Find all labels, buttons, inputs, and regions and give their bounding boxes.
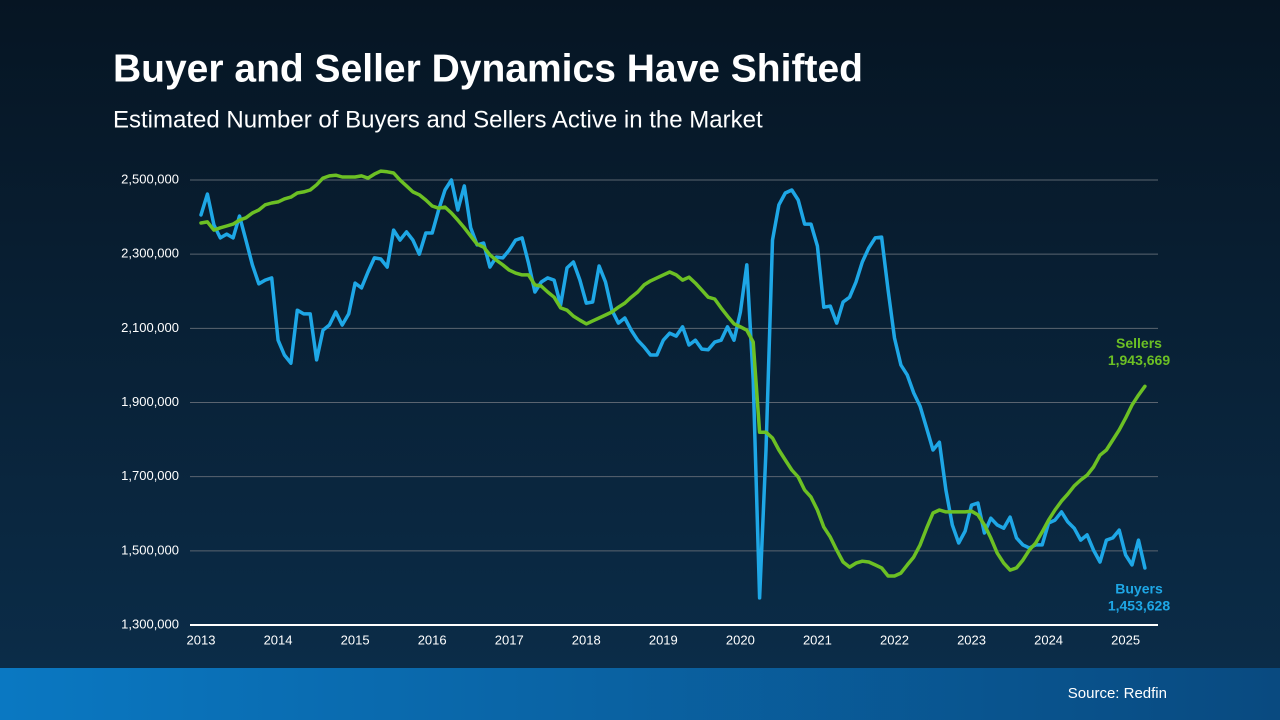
x-tick-label: 2018 xyxy=(572,632,601,647)
series-line xyxy=(199,169,1147,578)
x-tick-label: 2025 xyxy=(1111,632,1140,647)
source-note: Source: Redfin xyxy=(1068,685,1167,702)
y-tick-label: 2,100,000 xyxy=(121,320,179,335)
x-tick-label: 2014 xyxy=(264,632,293,647)
x-tick-label: 2013 xyxy=(187,632,216,647)
end-value-label: 1,943,669 xyxy=(1108,352,1170,368)
y-tick-label: 1,700,000 xyxy=(121,468,179,483)
x-tick-label: 2019 xyxy=(649,632,678,647)
footer-bar xyxy=(0,668,1280,720)
series-label: Buyers xyxy=(1115,581,1163,597)
y-tick-label: 1,900,000 xyxy=(121,394,179,409)
y-tick-label: 1,500,000 xyxy=(121,542,179,557)
plot-area: 1,300,000 1,500,000 1,700,000 1,900,000 2,10… xyxy=(121,169,1170,647)
x-tick-label: 2020 xyxy=(726,632,755,647)
chart-subtitle: Estimated Number of Buyers and Sellers A… xyxy=(113,106,763,133)
x-tick-label: 2021 xyxy=(803,632,832,647)
x-tick-label: 2015 xyxy=(341,632,370,647)
x-tick-label: 2017 xyxy=(495,632,524,647)
series-label: Sellers xyxy=(1116,335,1162,351)
x-tick-label: 2022 xyxy=(880,632,909,647)
x-tick-label: 2023 xyxy=(957,632,986,647)
y-tick-label: 2,300,000 xyxy=(121,246,179,261)
x-tick-label: 2016 xyxy=(418,632,447,647)
x-tick-label: 2024 xyxy=(1034,632,1063,647)
y-tick-label: 2,500,000 xyxy=(121,171,179,186)
y-tick-label: 1,300,000 xyxy=(121,616,179,631)
end-value-label: 1,453,628 xyxy=(1108,598,1170,614)
chart-title: Buyer and Seller Dynamics Have Shifted xyxy=(113,47,863,90)
background xyxy=(0,0,1280,668)
series-line xyxy=(199,178,1147,600)
